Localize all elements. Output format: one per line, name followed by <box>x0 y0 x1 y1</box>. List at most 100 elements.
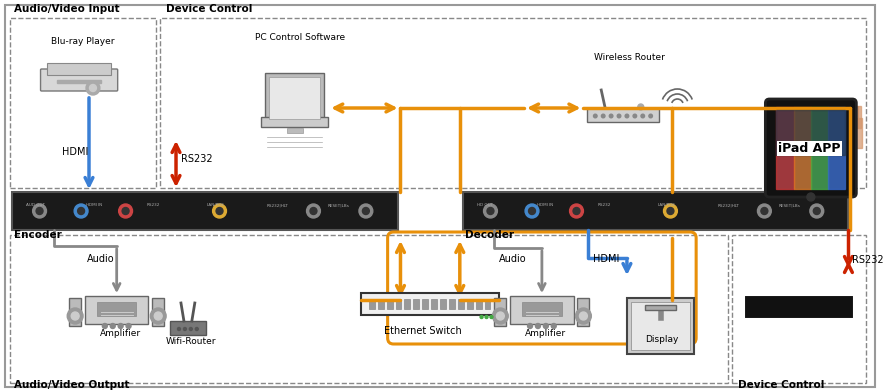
Text: RS232|HLT: RS232|HLT <box>718 203 740 207</box>
Circle shape <box>492 308 508 324</box>
Circle shape <box>551 323 556 328</box>
Bar <box>627 298 694 354</box>
Circle shape <box>190 327 192 330</box>
Bar <box>848 118 862 148</box>
Text: PC Control Software: PC Control Software <box>255 33 345 42</box>
Text: Encoder: Encoder <box>14 230 61 240</box>
Bar <box>377 299 384 309</box>
Bar <box>69 298 81 326</box>
Text: Audio/Video Output: Audio/Video Output <box>14 380 129 390</box>
Bar <box>261 117 328 127</box>
Circle shape <box>118 323 123 328</box>
Circle shape <box>306 204 320 218</box>
Bar <box>578 298 589 326</box>
Bar <box>97 302 136 316</box>
Text: Wifi-Router: Wifi-Router <box>166 337 216 346</box>
FancyBboxPatch shape <box>41 69 117 91</box>
Text: AUD OUT: AUD OUT <box>26 203 44 207</box>
Text: RS232: RS232 <box>146 203 159 207</box>
Circle shape <box>36 207 43 214</box>
Circle shape <box>757 204 772 218</box>
Bar <box>776 107 846 189</box>
Circle shape <box>525 204 539 218</box>
Circle shape <box>183 327 186 330</box>
Circle shape <box>649 114 652 118</box>
Text: RS232: RS232 <box>597 203 611 207</box>
Text: Amplifier: Amplifier <box>100 329 141 338</box>
Circle shape <box>77 207 85 214</box>
Text: Device Control: Device Control <box>738 380 824 390</box>
Bar <box>395 299 401 309</box>
Circle shape <box>529 207 536 214</box>
Circle shape <box>497 312 505 320</box>
Circle shape <box>810 204 824 218</box>
Bar <box>160 18 866 188</box>
Circle shape <box>536 323 540 328</box>
Text: Device Control: Device Control <box>166 4 253 14</box>
Text: RESET|LBs: RESET|LBs <box>328 203 349 207</box>
Bar <box>368 299 375 309</box>
Circle shape <box>362 207 369 214</box>
Circle shape <box>310 207 317 214</box>
Bar <box>777 106 780 128</box>
Bar <box>811 107 829 189</box>
Text: Decoder: Decoder <box>465 230 514 240</box>
Text: HDMI IN: HDMI IN <box>86 203 102 207</box>
Circle shape <box>177 327 181 330</box>
Bar <box>853 106 855 128</box>
Circle shape <box>807 193 815 201</box>
Circle shape <box>633 114 636 118</box>
Text: RS232 Device: RS232 Device <box>748 277 823 287</box>
Bar <box>457 299 464 309</box>
Bar <box>587 108 659 122</box>
Circle shape <box>487 207 494 214</box>
Text: HDMI IN: HDMI IN <box>537 203 553 207</box>
Circle shape <box>154 312 162 320</box>
Bar <box>440 299 446 309</box>
Bar <box>495 298 506 326</box>
Bar <box>744 295 854 319</box>
Circle shape <box>544 323 548 328</box>
Circle shape <box>761 207 768 214</box>
Circle shape <box>667 207 674 214</box>
Bar <box>475 299 481 309</box>
Circle shape <box>213 204 226 218</box>
Bar <box>57 80 101 83</box>
Bar <box>484 299 490 309</box>
Bar <box>10 18 157 188</box>
Circle shape <box>490 316 493 318</box>
Text: HD OUT: HD OUT <box>477 203 493 207</box>
Circle shape <box>602 114 605 118</box>
Circle shape <box>126 323 131 328</box>
Circle shape <box>576 308 591 324</box>
Bar <box>774 106 777 128</box>
Circle shape <box>118 204 133 218</box>
Circle shape <box>216 207 223 214</box>
Circle shape <box>86 81 100 95</box>
Circle shape <box>594 114 597 118</box>
Circle shape <box>150 308 166 324</box>
Text: RESET|LBs: RESET|LBs <box>778 203 800 207</box>
Bar <box>781 106 782 128</box>
Bar <box>794 107 811 189</box>
Bar <box>466 299 473 309</box>
Text: Wireless Router: Wireless Router <box>595 53 665 62</box>
Bar <box>783 106 786 128</box>
Bar <box>10 235 728 383</box>
Bar <box>85 296 149 324</box>
Bar <box>522 302 562 316</box>
Bar <box>773 118 787 148</box>
Text: HDMI: HDMI <box>594 254 619 264</box>
Bar <box>265 73 324 123</box>
Bar <box>404 299 410 309</box>
Circle shape <box>102 323 108 328</box>
Text: Ethernet Switch: Ethernet Switch <box>384 326 461 336</box>
Circle shape <box>195 327 198 330</box>
Circle shape <box>110 323 115 328</box>
Bar <box>413 299 419 309</box>
Text: Audio: Audio <box>499 254 527 264</box>
Circle shape <box>528 323 532 328</box>
Bar <box>422 299 428 309</box>
Bar <box>287 128 303 133</box>
Circle shape <box>485 316 488 318</box>
